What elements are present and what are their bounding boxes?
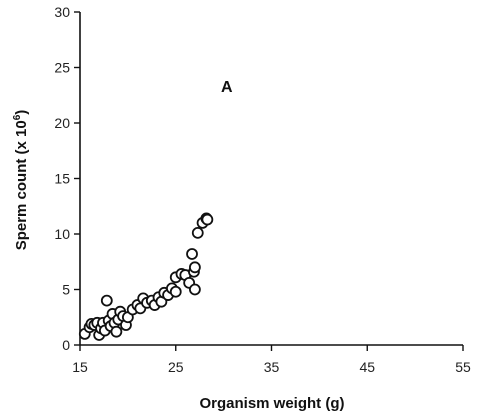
- x-tick-label: 25: [168, 359, 184, 375]
- x-tick-label: 35: [264, 359, 280, 375]
- y-tick-label: 0: [62, 337, 70, 353]
- y-tick-label: 15: [54, 171, 70, 187]
- data-point: [186, 248, 198, 260]
- axes: [79, 12, 463, 346]
- x-axis-title: Organism weight (g): [199, 395, 344, 412]
- y-axis-title-main: Sperm count (x 10: [13, 120, 30, 250]
- data-point: [188, 283, 201, 296]
- y-axis-title-superscript: 6: [12, 114, 23, 120]
- data-point: [191, 226, 204, 239]
- y-tick-label: 10: [54, 226, 70, 242]
- x-tick-label: 15: [72, 359, 88, 375]
- y-axis-title: Sperm count (x 106): [12, 110, 30, 251]
- y-axis-title-end: ): [13, 110, 30, 115]
- y-tick-label: 5: [62, 282, 70, 298]
- y-tick-label: 25: [54, 60, 70, 76]
- data-point: [169, 285, 182, 298]
- data-point: [201, 213, 214, 226]
- data-point: [188, 261, 201, 274]
- y-tick-label: 20: [54, 115, 70, 131]
- x-tick-label: 45: [359, 359, 375, 375]
- data-point: [110, 325, 123, 338]
- data-point: [100, 294, 113, 307]
- y-tick-label: 30: [54, 4, 70, 20]
- ticks: 0 5 10 15 20 25 30 15 25 35 45 55: [54, 4, 471, 375]
- x-tick-label: 55: [455, 359, 471, 375]
- data-points: [78, 212, 214, 341]
- panel-annotation: A: [221, 79, 233, 96]
